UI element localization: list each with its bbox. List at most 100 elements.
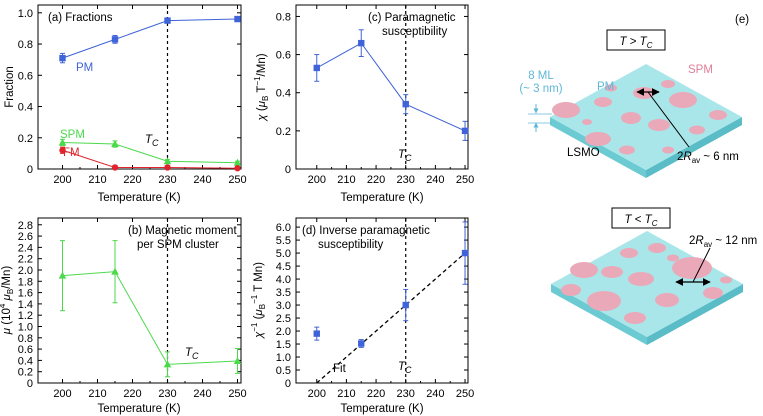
panel-b-y-tick-label: 0.6: [18, 344, 33, 356]
spm-cluster: [648, 119, 670, 131]
panel-a-spm-legend: SPM: [60, 129, 85, 141]
panel-c-x-tick-label: 240: [426, 174, 444, 186]
panel-a-ylabel: Fraction: [4, 66, 16, 108]
top-condition-box: [606, 29, 666, 51]
panel-c-label-line2: susceptibility: [382, 26, 447, 38]
bottom-slab-front-face: [551, 284, 647, 345]
spm-cluster: [709, 110, 727, 120]
panel-a-data-point: [234, 165, 241, 172]
panel-b-y-tick-label: 2.0: [18, 265, 33, 277]
panel-d-x-tick-label: 230: [397, 388, 415, 400]
panel-d-y-tick-label: 2.0: [276, 326, 291, 338]
panel-b-x-tick-label: 230: [158, 388, 176, 400]
panel-c-frame: [295, 4, 469, 170]
panel-a-frame: [37, 4, 242, 170]
panel-d-x-tick-label: 250: [456, 388, 474, 400]
spm-cluster: [648, 243, 666, 253]
panel-d-x-tick-label: 200: [308, 388, 326, 400]
panel-c-x-tick-label: 200: [308, 174, 326, 186]
panel-b-x-tick-label: 210: [88, 388, 106, 400]
bottom-slab: [551, 231, 743, 345]
spm-cluster: [605, 84, 617, 92]
spm-cluster: [703, 287, 723, 299]
panel-d-data-point: [402, 301, 409, 309]
panel-a-series-line: [62, 141, 238, 164]
panel-c-data-point: [402, 100, 409, 108]
panel-a-y-tick-label: 1.0: [18, 8, 33, 20]
spm-cluster: [561, 284, 581, 296]
panel-a-x-tick-label: 210: [88, 174, 106, 186]
panel-d-x-tick-label: 240: [426, 388, 444, 400]
spm-cluster: [661, 80, 675, 88]
panel-a-data-point: [111, 36, 119, 43]
panel-b-magnetic-moment: 200 210 220 230 240 250 00.20.40.60.81.01.21.4…: [0, 217, 247, 415]
panel-c-susceptibility: 200 210 220 230 240 250 0 0.2 0.4 0.6 0.8 (c) Para…: [253, 4, 474, 204]
panel-b-y-tick-label: 1.8: [18, 276, 33, 288]
panel-a-x-tick-label: 200: [53, 174, 71, 186]
panel-a-data-point: [163, 157, 172, 165]
panel-a-y-tick-label: 0.8: [18, 39, 33, 51]
spm-cluster: [624, 312, 646, 324]
spm-cluster: [601, 266, 623, 278]
panel-c-data-point: [461, 127, 469, 135]
spm-cluster: [628, 272, 654, 286]
panel-a-fractions: 200 210 220 230 240 250 0 0.2 0.4 0.6 0.8 1.0 (a) F…: [4, 4, 247, 204]
panel-d-y-tick-label: 5.5: [276, 235, 291, 247]
panel-d-y-tick-label: 1.0: [276, 352, 291, 364]
panel-b-y-tick-label: 0.2: [18, 367, 33, 379]
bottom-condition-box: [611, 207, 671, 229]
panel-d-y-tick-label: 4.5: [276, 261, 291, 273]
panel-a-label: (a) Fractions: [48, 12, 113, 24]
panel-b-y-tick-label: 1.4: [18, 299, 33, 311]
panel-a-tc-label: TC: [145, 134, 159, 148]
panel-d-data-point: [313, 330, 320, 337]
panel-b-data-point: [163, 360, 172, 368]
panel-b-x-tick-label: 240: [193, 388, 211, 400]
panel-b-ylabel: μ (104 μB/Mn): [0, 266, 15, 336]
top-condition-label: T > TC: [620, 36, 653, 50]
spm-cluster: [570, 262, 598, 278]
panel-e-label: (e): [735, 14, 749, 26]
panel-d-data-point: [358, 340, 365, 347]
panel-d-y-tick-label: 3.0: [276, 300, 291, 312]
panel-c-x-tick-label: 210: [337, 174, 355, 186]
panel-c-label-line1: (c) Paramagnetic: [368, 12, 456, 24]
panel-b-data-point: [233, 356, 242, 364]
panel-d-y-tick-label: 0.5: [276, 365, 291, 377]
panel-c-x-tick-label: 220: [367, 174, 385, 186]
panel-b-y-tick-label: 0.4: [18, 355, 33, 367]
panel-b-x-tick-label: 220: [123, 388, 141, 400]
thickness-sublabel: (~ 3 nm): [519, 83, 562, 95]
thickness-label: 8 ML: [528, 70, 554, 82]
panel-b-data-point: [111, 267, 119, 275]
panel-b-y-tick-label: 1.2: [18, 310, 33, 322]
panel-c-series-line: [316, 42, 466, 132]
panel-b-y-tick-label: 2.2: [18, 254, 33, 266]
panel-a-x-tick-label: 230: [158, 174, 176, 186]
pm-label: PM: [597, 81, 614, 93]
panel-b-y-tick-label: 2.4: [18, 242, 33, 254]
spm-cluster: [667, 254, 679, 262]
panel-c-x-tick-label: 250: [456, 174, 474, 186]
panel-d-y-tick-label: 5.0: [276, 248, 291, 260]
panel-c-data-point: [313, 64, 320, 72]
panel-d-y-tick-label: 0: [285, 378, 291, 390]
panel-b-y-tick-label: 2.6: [18, 231, 33, 243]
spm-cluster: [720, 276, 732, 284]
panel-a-y-tick-label: 0: [27, 164, 33, 176]
panel-b-xlabel: Temperature (K): [97, 403, 180, 415]
spm-cluster: [672, 257, 712, 279]
spm-cluster: [619, 145, 635, 155]
panel-d-inverse-susceptibility: 200 210 220 230 240 250 00.51.01.52.02.53.03.5…: [250, 217, 474, 415]
panel-d-label-line1: (d) Inverse paramagnetic: [302, 225, 430, 237]
bottom-condition-label: T < TC: [625, 214, 658, 228]
panel-c-y-tick-label: 0.2: [276, 126, 291, 138]
panel-d-ylabel: χ−1 (μB−1 T Mn): [250, 262, 267, 339]
panel-c-xlabel: Temperature (K): [340, 192, 423, 204]
panel-d-y-tick-label: 1.5: [276, 339, 291, 351]
panel-d-y-tick-label: 3.5: [276, 287, 291, 299]
panel-b-label-line1: (b) Magnetic moment: [128, 225, 237, 237]
panel-b-y-tick-label: 1.6: [18, 288, 33, 300]
panel-c-y-tick-label: 0: [285, 164, 291, 176]
panel-a-data-point: [59, 54, 66, 62]
